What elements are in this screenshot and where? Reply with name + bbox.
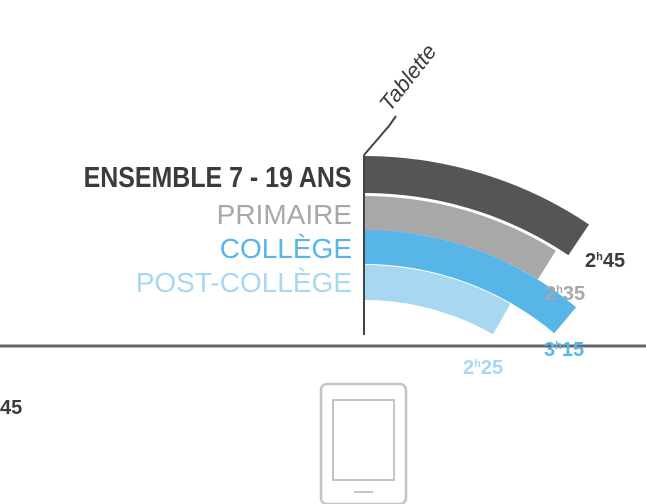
category-label: PRIMAIRE: [216, 199, 352, 230]
partial-value-label: 45: [0, 397, 23, 419]
arc-bar: [364, 196, 556, 280]
arc-series: [364, 156, 590, 335]
category-label: COLLÈGE: [219, 233, 352, 264]
data-label: 2h35: [545, 283, 586, 305]
data-label: 3h15: [544, 339, 585, 361]
category-label: POST-COLLÈGE: [135, 267, 352, 298]
arc-bar: [364, 156, 590, 256]
arc-bar: [364, 230, 577, 334]
data-label: 2h45: [585, 250, 626, 272]
data-label: 2h25: [463, 357, 504, 379]
tablet-leader-line: [363, 115, 397, 156]
category-label: ENSEMBLE 7 - 19 ANS: [84, 162, 352, 194]
tablet-icon: [319, 382, 408, 504]
arc-bar: [364, 265, 511, 335]
